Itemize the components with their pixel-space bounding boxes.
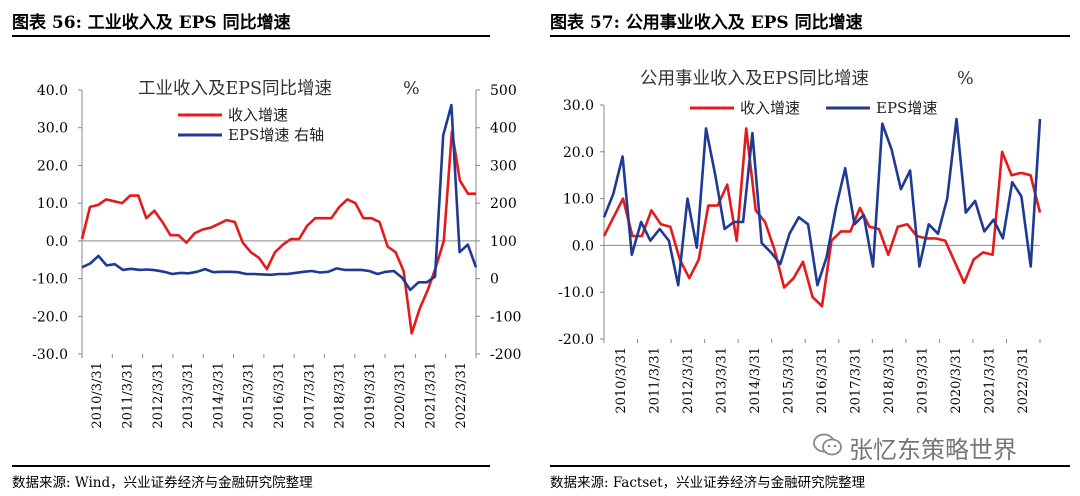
left-chart-x-tick-label: 2018/3/31 — [333, 362, 348, 429]
right-chart-x-tick-label: 2013/3/31 — [714, 347, 729, 414]
left-figure-title: 图表 56: 工业收入及 EPS 同比增速 — [12, 13, 291, 33]
right-chart-x-tick-label: 2017/3/31 — [849, 347, 864, 414]
right-chart-y-tick-label: -20.0 — [558, 332, 594, 348]
right-chart-y-tick-label: 30.0 — [563, 98, 594, 114]
right-chart-x-tick-label: 2022/3/31 — [1016, 347, 1031, 414]
left-chart-title: 工业收入及EPS同比增速 — [138, 79, 332, 99]
right-chart-y-tick-label: -10.0 — [558, 285, 594, 301]
right-chart-eps-line — [602, 117, 1042, 287]
left-chart-x-tick-label: 2010/3/31 — [90, 362, 105, 429]
left-chart-y-tick-label: -30.0 — [32, 347, 68, 363]
right-figure-title: 图表 57: 公用事业收入及 EPS 同比增速 — [550, 13, 863, 33]
right-source-note: 数据来源: Factset，兴业证券经济与金融研究院整理 — [550, 475, 866, 491]
left-chart-unit: % — [403, 79, 420, 99]
left-title-rule — [12, 35, 490, 37]
left-chart-x-tick-label: 2016/3/31 — [272, 362, 287, 429]
right-chart-x-tick-label: 2010/3/31 — [614, 347, 629, 414]
left-chart-x-tick-label: 2021/3/31 — [424, 362, 439, 429]
left-chart-y2-tick-label: 100 — [490, 234, 517, 250]
left-chart-x-tick-label: 2013/3/31 — [181, 362, 196, 429]
left-chart-y2-tick-label: 400 — [490, 121, 517, 137]
left-legend-label-revenue: 收入增速 — [228, 106, 288, 124]
right-chart-y-tick-label: 10.0 — [563, 192, 594, 208]
right-legend-label-eps: EPS增速 — [876, 99, 937, 117]
right-chart-revenue-line — [602, 127, 1042, 308]
watermark: 张忆东策略世界 — [813, 430, 1017, 465]
left-chart-x-tick-label: 2011/3/31 — [120, 362, 135, 429]
left-chart-x-tick-label: 2015/3/31 — [242, 362, 257, 429]
left-source-note: 数据来源: Wind，兴业证券经济与金融研究院整理 — [12, 475, 313, 491]
wechat-logo-icon — [813, 432, 843, 464]
left-chart-y-tick-label: 20.0 — [37, 158, 68, 174]
right-chart-y-tick-label: 20.0 — [563, 145, 594, 161]
left-chart-eps-line — [81, 103, 478, 292]
left-bottom-rule — [12, 465, 490, 467]
right-chart-x-tick-label: 2015/3/31 — [781, 347, 796, 414]
right-chart-unit: % — [957, 69, 974, 89]
right-chart-title: 公用事业收入及EPS同比增速 — [640, 69, 869, 89]
right-chart-x-tick-label: 2020/3/31 — [949, 347, 964, 414]
left-chart-x-tick-label: 2020/3/31 — [393, 362, 408, 429]
left-chart-revenue-line — [80, 130, 476, 335]
left-chart-y2-tick-label: 200 — [490, 196, 517, 212]
watermark-text: 张忆东策略世界 — [849, 436, 1017, 464]
right-bottom-rule — [550, 465, 1070, 467]
left-chart-x-tick-label: 2022/3/31 — [454, 362, 469, 429]
right-chart-x-tick-label: 2019/3/31 — [916, 347, 931, 414]
right-chart-x-tick-label: 2018/3/31 — [882, 347, 897, 414]
right-chart-y-tick-label: 0.0 — [572, 238, 594, 254]
left-chart-y2-tick-label: -200 — [490, 347, 521, 363]
right-chart-x-tick-label: 2016/3/31 — [815, 347, 830, 414]
left-chart-y2-tick-label: 500 — [490, 83, 517, 99]
left-chart-y-tick-label: 30.0 — [37, 121, 68, 137]
left-chart-x-tick-label: 2012/3/31 — [151, 362, 166, 429]
left-chart-x-tick-label: 2017/3/31 — [302, 362, 317, 429]
right-chart-x-tick-label: 2011/3/31 — [647, 347, 662, 414]
left-chart-x-tick-label: 2019/3/31 — [363, 362, 378, 429]
left-chart-y2-tick-label: 0 — [490, 272, 499, 288]
left-chart-y-tick-label: -20.0 — [32, 309, 68, 325]
left-chart-y-tick-label: 0.0 — [46, 234, 68, 250]
right-legend-label-revenue: 收入增速 — [740, 99, 800, 117]
left-chart-y2-tick-label: 300 — [490, 158, 517, 174]
left-chart-x-tick-label: 2014/3/31 — [211, 362, 226, 429]
right-title-rule — [550, 35, 1070, 37]
left-chart-y-tick-label: -10.0 — [32, 272, 68, 288]
left-chart-y-tick-label: 10.0 — [37, 196, 68, 212]
left-legend-label-eps: EPS增速 右轴 — [228, 126, 324, 144]
right-chart-x-tick-label: 2021/3/31 — [983, 347, 998, 414]
left-chart-y2-tick-label: -100 — [490, 309, 521, 325]
left-chart-y-tick-label: 40.0 — [37, 83, 68, 99]
right-chart-x-tick-label: 2012/3/31 — [681, 347, 696, 414]
right-chart-x-tick-label: 2014/3/31 — [748, 347, 763, 414]
